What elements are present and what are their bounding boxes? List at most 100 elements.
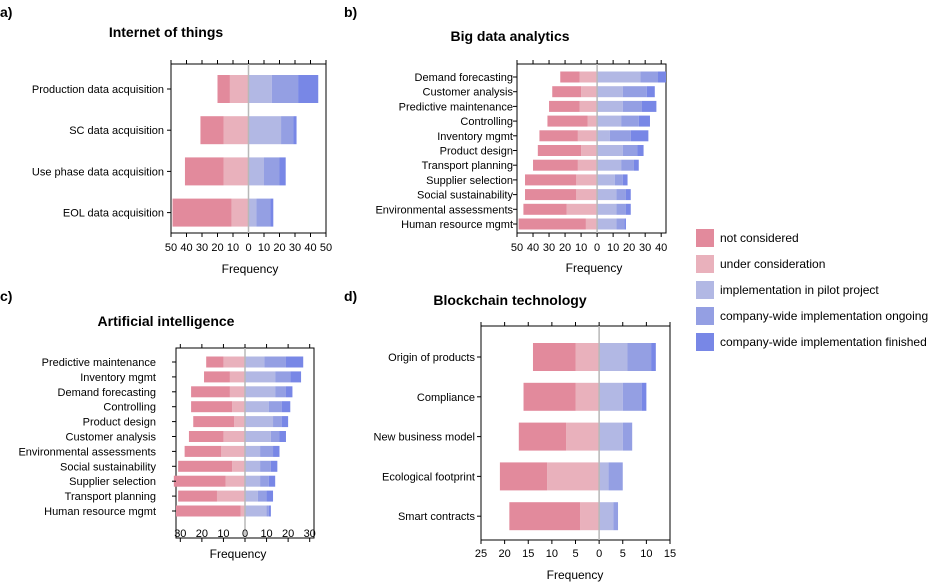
bar-segment-company-wide-implementation-ongoing	[640, 71, 658, 83]
bar-segment-company-wide-implementation-ongoing	[257, 490, 267, 502]
category-label: Supplier selection	[69, 476, 156, 488]
bar-segment-company-wide-implementation-ongoing	[616, 203, 626, 215]
category-label: Social sustainability	[60, 461, 156, 473]
bar-segment-implementation-in-pilot-project	[597, 174, 615, 186]
category-label: Compliance	[417, 392, 475, 404]
x-tick-label: 20	[211, 242, 223, 254]
bar-segment-implementation-in-pilot-project	[248, 75, 272, 103]
bar-segment-implementation-in-pilot-project	[245, 416, 274, 428]
bar-segment-implementation-in-pilot-project	[597, 130, 610, 142]
category-label: Inventory mgmt	[437, 131, 513, 143]
bar-segment-implementation-in-pilot-project	[599, 422, 623, 451]
bar-segment-not-considered	[549, 100, 580, 112]
bar-segment-company-wide-implementation-finished	[293, 116, 297, 145]
bar-segment-company-wide-implementation-finished	[290, 371, 302, 383]
bar-segment-under-consideration	[221, 445, 245, 457]
bar-segment-not-considered	[200, 116, 224, 145]
category-label: Use phase data acquisition	[32, 166, 164, 178]
bar-segment-implementation-in-pilot-project	[599, 502, 614, 531]
bar-segment-implementation-in-pilot-project	[597, 189, 617, 201]
chart-panel-blockchain: Origin of products Compliance New business…	[374, 322, 676, 560]
x-tick-label: 0	[596, 548, 602, 560]
bar-segment-under-consideration	[581, 86, 598, 98]
bar-segment-implementation-in-pilot-project	[245, 386, 276, 398]
x-tick-label: 15	[664, 548, 676, 560]
bar-segment-implementation-in-pilot-project	[597, 100, 623, 112]
bar-segment-implementation-in-pilot-project	[245, 445, 261, 457]
bar-segment-company-wide-implementation-ongoing	[268, 401, 282, 413]
category-label: Transport planning	[65, 491, 156, 503]
bar-segment-company-wide-implementation-finished	[285, 356, 304, 368]
x-tick-label: 30	[543, 242, 555, 254]
bar-segment-not-considered	[204, 371, 230, 383]
x-axis-label-big-data: Frequency	[566, 261, 623, 275]
bar-segment-company-wide-implementation-ongoing	[275, 386, 286, 398]
bar-segment-company-wide-implementation-ongoing	[264, 157, 280, 186]
bar-segment-not-considered	[518, 422, 567, 451]
bar-segment-implementation-in-pilot-project	[597, 203, 617, 215]
chart-title-iot: Internet of things	[109, 24, 224, 40]
bar-segment-implementation-in-pilot-project	[597, 86, 623, 98]
bar-segment-company-wide-implementation-finished	[622, 174, 628, 186]
bar-segment-implementation-in-pilot-project	[245, 505, 267, 517]
bar-segment-company-wide-implementation-finished	[266, 490, 274, 502]
chart-title-blockchain: Blockchain technology	[433, 292, 586, 308]
bar-segment-company-wide-implementation-ongoing	[621, 159, 634, 171]
plot-frame	[516, 63, 667, 234]
bar-segment-not-considered	[191, 401, 233, 413]
bar-segment-company-wide-implementation-finished	[657, 71, 666, 83]
bar-segment-company-wide-implementation-ongoing	[622, 86, 647, 98]
bar-segment-company-wide-implementation-finished	[641, 100, 657, 112]
bar-segment-not-considered	[217, 75, 230, 103]
bar-segment-company-wide-implementation-ongoing	[264, 356, 286, 368]
bar-segment-under-consideration	[577, 159, 598, 171]
bar-segment-implementation-in-pilot-project	[597, 115, 622, 127]
chart-panel-big-data: Demand forecasting Customer analysis Predi…	[375, 60, 667, 254]
category-label: Customer analysis	[423, 87, 514, 99]
x-tick-label: 10	[607, 242, 619, 254]
bar-segment-implementation-in-pilot-project	[245, 460, 261, 472]
category-label: Inventory mgmt	[80, 372, 156, 384]
bar-segment-company-wide-implementation-ongoing	[622, 100, 642, 112]
x-tick-label: 10	[227, 242, 239, 254]
x-tick-label: 30	[196, 242, 208, 254]
x-tick-label: 10	[546, 548, 558, 560]
bar-segment-not-considered	[523, 203, 567, 215]
bar-segment-under-consideration	[579, 100, 598, 112]
category-label: Human resource mgmt	[401, 219, 513, 231]
bar-segment-implementation-in-pilot-project	[245, 431, 271, 442]
legend-label: not considered	[720, 231, 799, 245]
bar-segment-under-consideration	[231, 198, 249, 227]
x-tick-label: 0	[594, 242, 600, 254]
legend-label: implementation in pilot project	[720, 283, 879, 297]
bar-segment-company-wide-implementation-finished	[633, 159, 639, 171]
bar-segment-company-wide-implementation-ongoing	[622, 382, 642, 411]
x-tick-label: 50	[320, 242, 332, 254]
bar-segment-under-consideration	[581, 145, 598, 156]
category-label: Human resource mgmt	[44, 506, 156, 518]
category-label: Product design	[83, 417, 156, 429]
category-label: Demand forecasting	[58, 387, 156, 399]
bar-segment-company-wide-implementation-finished	[285, 386, 293, 398]
legend-swatch	[696, 281, 714, 299]
bar-segment-implementation-in-pilot-project	[245, 490, 258, 502]
bar-segment-company-wide-implementation-ongoing	[621, 115, 639, 127]
bar-segment-company-wide-implementation-finished	[279, 431, 286, 442]
bar-segment-company-wide-implementation-finished	[270, 198, 274, 227]
category-label: Controlling	[460, 116, 513, 128]
bar-segment-company-wide-implementation-ongoing	[270, 431, 280, 442]
bar-segment-not-considered	[191, 386, 230, 398]
category-label: Production data acquisition	[32, 84, 164, 96]
bar-segment-company-wide-implementation-ongoing	[275, 371, 291, 383]
category-label: Predictive maintenance	[42, 357, 156, 369]
bar-segment-not-considered	[178, 490, 217, 502]
bar-segment-not-considered	[173, 475, 226, 487]
bar-segment-company-wide-implementation-ongoing	[260, 460, 271, 472]
bar-segment-under-consideration	[229, 386, 245, 398]
bar-segment-under-consideration	[232, 460, 245, 472]
bar-segment-not-considered	[193, 416, 235, 428]
bar-segment-implementation-in-pilot-project	[597, 145, 623, 156]
bar-segment-company-wide-implementation-ongoing	[622, 145, 638, 156]
bar-segment-under-consideration	[223, 356, 245, 368]
chart-title-ai: Artificial intelligence	[98, 313, 235, 329]
